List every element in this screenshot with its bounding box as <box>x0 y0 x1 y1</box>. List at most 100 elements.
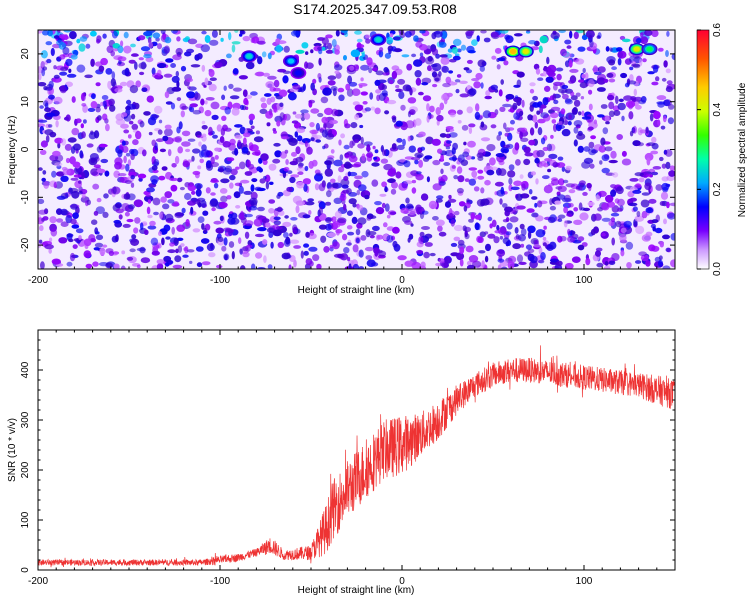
spectrogram-cell <box>80 123 85 129</box>
spectrogram-cell <box>657 47 664 52</box>
snr-xlabel: Height of straight line (km) <box>298 585 415 596</box>
spectrogram-cell <box>71 96 76 103</box>
snr-x-tick-label: 0 <box>399 576 405 587</box>
spectrogram-cell <box>617 207 623 212</box>
spectrogram-cell <box>649 113 654 122</box>
spectrogram-cell <box>516 205 526 210</box>
spectrogram-cell <box>255 130 260 135</box>
spectrogram-cell <box>626 262 632 269</box>
spectrogram-cell <box>64 116 69 121</box>
spectrogram-cell <box>208 252 216 258</box>
spectrogram-cell <box>192 228 201 233</box>
spectrogram-cell <box>456 109 463 115</box>
spectrogram-cell <box>219 136 225 143</box>
spectrogram-cell <box>461 124 469 131</box>
spectrogram-cell <box>537 77 544 81</box>
spectrogram-cell <box>82 104 88 113</box>
spectrogram-cell <box>497 57 506 62</box>
spectrogram-cell <box>131 113 136 120</box>
spectrogram-cell <box>244 220 254 227</box>
spectrogram-cell <box>228 83 234 89</box>
spectrogram-cell <box>568 79 575 84</box>
spectrogram-cell <box>297 171 304 175</box>
spectrogram-cell <box>438 258 445 264</box>
spectrogram-cell <box>641 192 650 196</box>
spectrogram-cell <box>615 220 622 228</box>
spectrogram-cell <box>563 52 572 59</box>
spectrogram-cell <box>210 179 220 183</box>
spectrogram-cell <box>439 102 445 111</box>
spectrogram-cell <box>667 117 675 125</box>
spectrogram-cell <box>561 84 569 90</box>
spectrogram-cell <box>410 170 419 176</box>
spectrogram-cell <box>383 222 388 228</box>
spectrogram-cell <box>54 137 64 144</box>
spectrogram-cell <box>98 143 108 148</box>
spectrogram-cell <box>634 172 644 177</box>
spectrogram-cell <box>39 105 44 109</box>
spectrogram-cell <box>552 93 557 101</box>
spectrogram-cell <box>432 83 438 88</box>
spectrogram-cell <box>338 94 345 102</box>
spectrogram-cell <box>404 220 413 226</box>
spectrogram-cell <box>325 34 333 39</box>
spectrogram-cell <box>267 52 272 60</box>
spectrogram-cell <box>170 30 179 34</box>
spectrogram-cell <box>597 32 602 39</box>
spectrogram-cell <box>477 59 486 68</box>
spectrogram-cell <box>147 36 152 44</box>
spectrogram-cell <box>281 252 291 260</box>
spectrogram-cell <box>100 158 109 164</box>
spectrogram-cell <box>42 30 49 36</box>
spectrogram-cell <box>273 142 281 147</box>
spectrogram-cell <box>378 50 384 58</box>
spectrogram-cell <box>205 187 211 194</box>
spectrogram-cell <box>540 112 549 119</box>
spectrogram-cell <box>435 198 443 203</box>
spectrogram-cell <box>557 218 563 223</box>
spectrogram-cell <box>376 234 384 240</box>
spectrogram-cell <box>338 139 342 146</box>
spectrogram-cell <box>620 72 628 79</box>
spectrogram-cell <box>374 248 379 257</box>
spectrogram-cell <box>41 68 46 77</box>
spectrogram-cell <box>38 123 46 128</box>
spectrogram-cell <box>590 135 596 140</box>
spectrogram-y-tick-label: -20 <box>20 237 31 252</box>
spectrogram-cell <box>241 146 249 154</box>
spectrogram-cell <box>250 91 258 96</box>
spectrogram-cell <box>369 92 374 100</box>
spectrogram-cell <box>318 49 323 55</box>
spectrogram-cell <box>506 222 513 230</box>
spectrogram-cell <box>277 68 287 73</box>
spectrogram-cell <box>57 142 61 149</box>
spectrogram-cell <box>599 160 603 165</box>
spectrogram-cell <box>439 133 447 138</box>
spectrogram-cell <box>645 207 654 214</box>
spectrogram-cell <box>349 65 355 71</box>
spectrogram-cell <box>318 224 327 230</box>
spectrogram-cell <box>641 234 652 242</box>
spectrogram-cell <box>605 194 614 203</box>
spectrogram-cell <box>456 74 462 78</box>
spectrogram-cell <box>542 175 550 180</box>
spectrogram-cell <box>460 159 469 166</box>
spectrogram-cell <box>76 64 86 73</box>
spectrogram-cell <box>265 222 271 228</box>
spectrogram-cell <box>211 207 216 212</box>
spectrogram-cell <box>231 107 240 116</box>
spectrogram-cell <box>658 259 663 267</box>
spectrogram-cell <box>557 124 565 130</box>
spectrogram-cell <box>176 97 182 102</box>
spectrogram-cell <box>58 34 68 39</box>
spectrogram-cell <box>398 182 408 191</box>
spectrogram-cell <box>209 39 219 46</box>
spectrogram-cell <box>58 237 68 244</box>
spectrogram-cell <box>665 50 669 57</box>
spectrogram-cell <box>273 220 281 226</box>
spectrogram-cell <box>249 197 258 206</box>
spectrogram-cell <box>660 191 669 200</box>
spectrogram-cell <box>477 236 484 243</box>
spectrogram-cell <box>498 131 502 136</box>
spectrogram-cell <box>351 216 358 224</box>
